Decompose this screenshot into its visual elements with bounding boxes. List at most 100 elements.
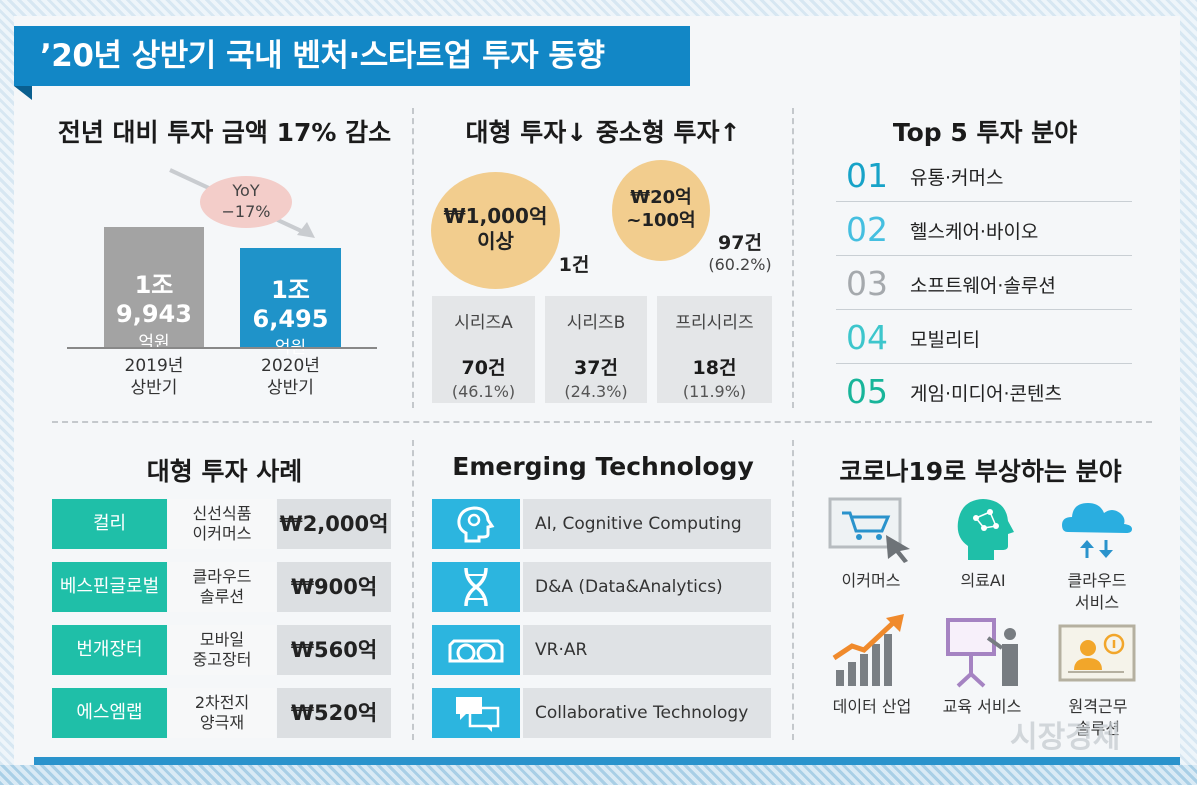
x-tick-2020-half: 상반기 — [267, 378, 314, 398]
tech-label: Collaborative Technology — [523, 688, 771, 738]
tech-label: AI, Cognitive Computing — [523, 499, 771, 549]
x-tick-2019-year: 2019년 — [124, 356, 184, 376]
top5-item: 02 헬스케어·바이오 — [836, 202, 1132, 256]
sec2-heading: 대형 투자↓ 중소형 투자↑ — [465, 118, 741, 147]
divider — [52, 421, 1152, 423]
case-sector-l2: 이커머스 — [192, 524, 252, 543]
corona-label-l1: 의료AI — [960, 571, 1006, 590]
sec6-heading: 코로나19로 부상하는 분야 — [839, 457, 1122, 486]
mid-invest-count: 97건 — [718, 232, 762, 254]
tech-label: D&A (Data&Analytics) — [523, 562, 771, 612]
sec1-heading: 전년 대비 투자 금액 17% 감소 — [57, 118, 392, 147]
series-pct: (24.3%) — [564, 382, 628, 401]
brain-gear-icon — [457, 506, 495, 543]
sec5-heading: Emerging Technology — [452, 452, 754, 481]
sec3-heading: Top 5 투자 분야 — [892, 118, 1078, 147]
divider — [412, 108, 414, 408]
top5-item: 01 유통·커머스 — [836, 148, 1132, 202]
divider — [792, 108, 794, 408]
series-name: 프리시리즈 — [675, 313, 754, 333]
yoy-value: −17% — [221, 202, 271, 221]
corona-label-l1: 클라우드 — [1067, 571, 1127, 590]
large-invest-range: 이상 — [477, 229, 514, 253]
ai-head-icon — [957, 499, 1014, 560]
corona-label-l2: 서비스 — [1074, 593, 1120, 612]
sec4-heading: 대형 투자 사례 — [146, 457, 303, 486]
top5-item: 05 게임·미디어·콘텐츠 — [836, 364, 1132, 417]
case-sector-l1: 신선식품 — [192, 504, 252, 523]
tech-icon-box — [432, 625, 520, 675]
corona-label-l1: 이커머스 — [841, 571, 901, 590]
case-company: 컬리 — [52, 499, 167, 549]
top5-rank: 05 — [846, 372, 888, 411]
series-count: 70건 — [461, 357, 506, 379]
top5-label: 모빌리티 — [910, 329, 980, 351]
series-box: 프리시리즈 18건 (11.9%) — [657, 296, 772, 403]
case-sector: 신선식품 이커머스 — [168, 499, 276, 549]
top5-rank: 04 — [846, 318, 888, 357]
tech-icon-box — [432, 688, 520, 738]
corona-label: 클라우드 서비스 — [1050, 570, 1144, 614]
card-bottom-edge — [34, 757, 1180, 765]
corona-label-l2: 솔루션 — [1075, 719, 1121, 738]
top5-item: 04 모빌리티 — [836, 310, 1132, 364]
bar-2020-value: 1조 6,495 — [252, 276, 329, 333]
case-sector-l2: 솔루션 — [199, 587, 245, 606]
tech-icon-box — [432, 499, 520, 549]
series-count: 18건 — [692, 357, 737, 379]
series-name: 시리즈B — [566, 313, 626, 333]
title-banner-fold — [14, 86, 32, 100]
series-pct: (46.1%) — [451, 382, 516, 401]
large-invest-circle: ₩1,000억 이상 — [431, 172, 560, 289]
case-sector: 모바일 중고장터 — [168, 625, 276, 675]
title-banner: ’20년 상반기 국내 벤처·스타트업 투자 동향 — [14, 26, 690, 86]
case-sector-l2: 양극재 — [199, 713, 245, 732]
top5-rank: 02 — [846, 210, 888, 249]
corona-label: 데이터 산업 — [822, 696, 922, 718]
presentation-board-icon — [946, 618, 1018, 688]
page-title: ’20년 상반기 국내 벤처·스타트업 투자 동향 — [40, 38, 605, 74]
top5-label: 헬스케어·바이오 — [910, 221, 1039, 243]
corona-label: 이커머스 — [826, 570, 916, 592]
case-sector-l1: 클라우드 — [192, 567, 252, 586]
series-box: 시리즈A 70건 (46.1%) — [432, 296, 535, 403]
corona-label: 교육 서비스 — [930, 696, 1034, 718]
x-tick-2019: 2019년 상반기 — [104, 355, 204, 399]
dna-icon — [464, 567, 488, 607]
case-amount: ₩520억 — [277, 688, 391, 738]
case-amount: ₩560억 — [277, 625, 391, 675]
top5-label: 게임·미디어·콘텐츠 — [910, 383, 1062, 405]
bar-2019: 1조 9,943 억원 — [104, 227, 204, 353]
x-tick-2020-year: 2020년 — [261, 356, 320, 376]
x-tick-2019-half: 상반기 — [130, 378, 178, 398]
corona-label-l1: 데이터 산업 — [832, 697, 912, 716]
growth-chart-icon — [832, 614, 904, 686]
case-company: 번개장터 — [52, 625, 167, 675]
chart-baseline — [67, 347, 377, 349]
case-sector-l1: 모바일 — [199, 630, 245, 649]
divider — [412, 440, 414, 740]
mid-invest-range: ~100억 — [626, 210, 696, 231]
mid-invest-circle: ₩20억 ~100억 — [612, 160, 710, 261]
large-invest-amount: ₩1,000억 — [443, 204, 548, 228]
series-name: 시리즈A — [454, 313, 513, 333]
case-sector-l2: 중고장터 — [192, 650, 252, 669]
remote-work-icon — [1058, 624, 1136, 682]
chat-bubbles-icon — [456, 697, 500, 732]
large-invest-count: 1건 — [558, 254, 590, 276]
tech-icon-box — [432, 562, 520, 612]
yoy-badge: YoY −17% — [200, 176, 292, 228]
watermark: 시장경제 — [1010, 720, 1121, 755]
series-box: 시리즈B 37건 (24.3%) — [545, 296, 647, 403]
case-amount: ₩2,000억 — [277, 499, 391, 549]
bar-2019-unit: 억원 — [138, 333, 170, 353]
top5-rank: 01 — [846, 156, 888, 195]
shopping-cart-icon — [828, 497, 910, 563]
case-amount: ₩900억 — [277, 562, 391, 612]
top5-rank: 03 — [846, 264, 888, 303]
divider — [792, 440, 794, 740]
vr-goggles-icon — [448, 639, 504, 663]
top5-item: 03 소프트웨어·솔루션 — [836, 256, 1132, 310]
top5-label: 소프트웨어·솔루션 — [910, 275, 1056, 297]
cloud-icon — [1062, 503, 1132, 558]
